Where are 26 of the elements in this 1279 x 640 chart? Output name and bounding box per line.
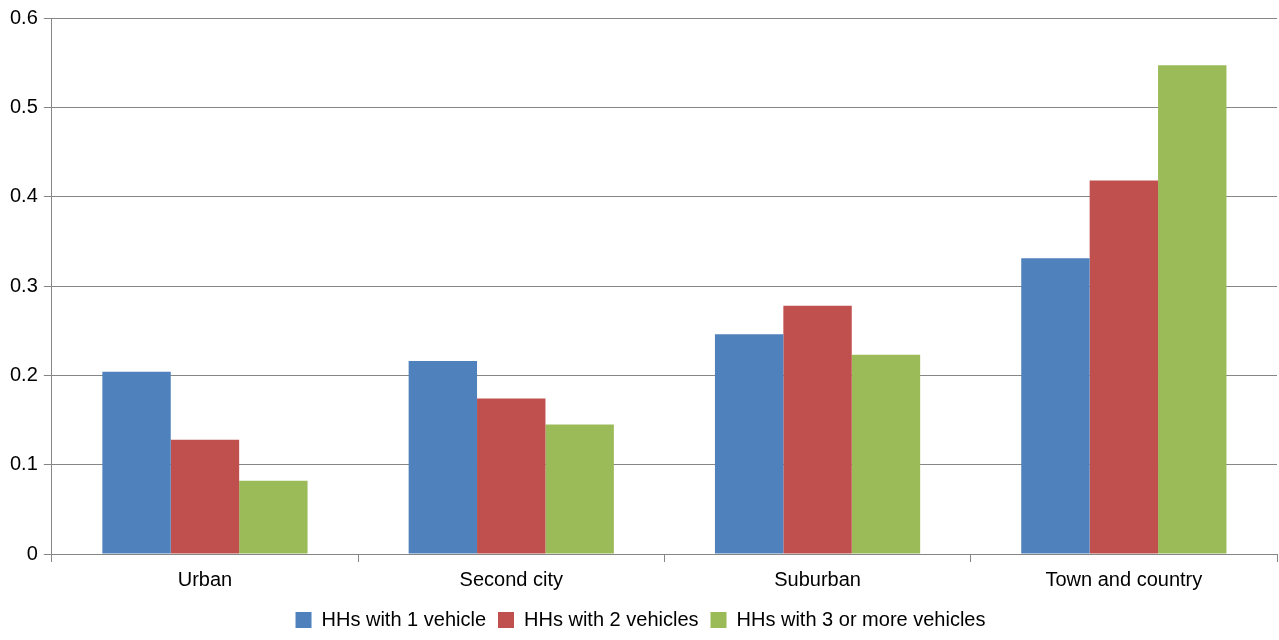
bar: [1089, 180, 1159, 554]
bar: [239, 480, 308, 554]
y-tick-label: 0: [26, 541, 38, 564]
legend-label: HHs with 1 vehicle: [321, 607, 487, 630]
y-tick-label: 0.3: [9, 273, 38, 296]
y-tick-label: 0.5: [9, 94, 38, 117]
bar: [408, 361, 478, 554]
x-tick-label: Town and country: [1045, 567, 1203, 590]
bar: [1021, 258, 1090, 554]
legend-label: HHs with 3 or more vehicles: [736, 607, 986, 630]
x-tick-label: Suburban: [774, 567, 861, 590]
bar: [1158, 65, 1227, 554]
x-tick-label: Second city: [459, 567, 563, 590]
x-tick-label: Urban: [177, 567, 233, 590]
bar: [714, 334, 784, 554]
bar: [102, 371, 171, 554]
y-tick-label: 0.1: [9, 452, 38, 475]
bar: [545, 424, 614, 554]
y-tick-label: 0.6: [9, 5, 38, 28]
y-tick-label: 0.2: [9, 362, 38, 385]
bar: [783, 305, 852, 554]
bar: [477, 398, 546, 554]
y-tick-label: 0.4: [9, 184, 38, 207]
legend-label: HHs with 2 vehicles: [524, 607, 699, 630]
bar: [851, 354, 921, 554]
bar: [170, 439, 240, 554]
